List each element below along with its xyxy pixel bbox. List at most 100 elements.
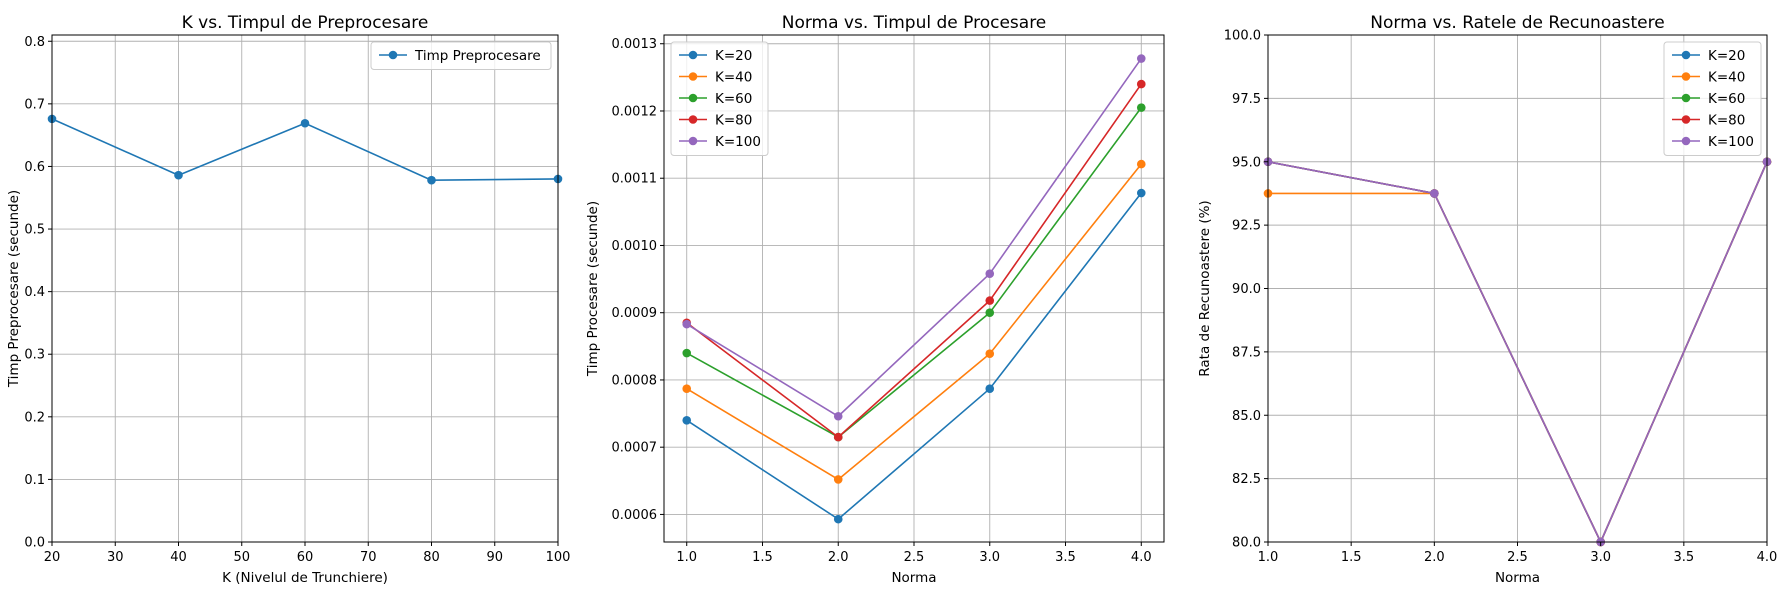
x-tick-label: 1.5 [752,550,773,565]
data-point [427,175,436,185]
y-tick-label: 80.0 [1232,536,1261,551]
data-point [682,415,692,425]
legend-label: K=20 [715,48,752,64]
y-tick-label: 100.0 [1224,29,1261,44]
y-tick-label: 0.0013 [612,37,658,52]
plot-data [47,114,563,185]
y-tick-label: 0.0 [24,536,45,551]
y-tick-label: 0.3 [24,348,45,363]
legend-label: K=80 [715,112,752,128]
legend-box [370,41,552,70]
y-axis-label: Timp Procesare (secunde) [585,201,601,377]
y-tick-label: 0.6 [24,160,45,175]
x-tick-label: 4.0 [1757,550,1778,565]
data-point [1430,189,1439,198]
y-tick-label: 0.1 [24,473,45,488]
x-tick-label: 2.5 [1507,550,1528,565]
legend-swatch-marker [688,93,698,103]
y-tick-label: 97.5 [1232,92,1261,107]
data-point [833,475,843,484]
legend-label: K=40 [715,69,752,85]
data-point [174,170,183,180]
x-tick-label: 80 [423,550,440,565]
x-tick-label: 60 [297,550,314,565]
legend-label: K=20 [1708,48,1745,64]
data-point [1136,79,1146,89]
data-point [985,308,995,318]
legend-label: K=60 [1708,91,1745,107]
data-point [985,296,995,305]
x-tick-label: 2.5 [904,550,925,565]
y-axis-label: Timp Preprocesare (secunde) [6,190,22,388]
y-tick-label: 87.5 [1232,345,1261,360]
y-tick-label: 0.0012 [612,104,658,119]
x-tick-label: 1.0 [676,550,697,565]
grid [51,35,559,543]
data-point [833,411,843,421]
x-tick-label: 20 [44,550,61,565]
series-line-3 [686,107,1142,438]
data-point [1136,103,1146,112]
y-tick-label: 92.5 [1232,219,1261,234]
y-tick-label: 0.4 [24,285,45,300]
chart-title: Norma vs. Ratele de Recunoastere [1370,13,1664,33]
legend-swatch-marker [1681,50,1691,60]
chart-title: Norma vs. Timpul de Procesare [782,13,1047,33]
x-tick-label: 50 [233,550,250,565]
y-tick-label: 0.0007 [612,441,658,456]
data-point [985,269,995,279]
x-tick-label: 90 [486,550,503,565]
y-tick-label: 82.5 [1232,472,1261,487]
y-tick-label: 85.0 [1232,409,1261,424]
data-point [682,384,692,393]
x-tick-label: 3.0 [1590,550,1611,565]
x-tick-label: 70 [360,550,377,565]
legend: K=20 K=40 K=60 K=80 K=100 [1663,41,1762,156]
data-point [1136,159,1146,169]
data-point [682,319,692,329]
legend-label: K=80 [1708,112,1745,128]
plot-data [1263,157,1772,547]
series-line-5 [686,58,1142,418]
series-line-1 [686,192,1142,520]
legend-swatch-marker [688,50,698,60]
legend-swatch-marker [1681,72,1691,81]
legend-label: Timp Preprocesare [414,48,541,64]
legend-swatch-marker [1681,115,1691,124]
y-tick-label: 0.0008 [612,373,658,388]
data-point [833,432,843,442]
x-tick-label: 100 [546,550,571,565]
chart-panel-3: 1.0 1.5 2.0 2.5 3.0 3.5 4.0 80.0 82.5 85.0 87.5 90.… [1197,13,1777,586]
series-line-5 [1267,160,1768,543]
legend-swatch-marker [388,50,398,60]
x-tick-label: 30 [107,550,124,565]
legend-swatch-marker [1681,93,1691,103]
legend-label: K=100 [1708,134,1754,150]
y-tick-label: 0.2 [24,410,45,425]
x-axis-label: Norma [1495,570,1540,586]
chart-panel-1: 20 30 40 50 60 70 80 90 100 0.0 0.1 0.2 0.3 0.4 0.5 0.6… [6,13,570,586]
plot-data [682,54,1146,524]
x-tick-label: 40 [170,550,187,565]
x-axis-label: Norma [891,570,936,586]
legend: K=20 K=40 K=60 K=80 K=100 [670,41,769,156]
y-tick-label: 0.0011 [612,172,658,187]
series-line-2 [686,163,1142,481]
legend-label: K=100 [715,134,761,150]
y-tick-label: 95.0 [1232,155,1261,170]
legend-swatch-marker [688,72,698,81]
data-point [1136,54,1146,63]
y-axis-label: Rata de Recunoastere (%) [1197,200,1213,376]
y-tick-label: 0.0006 [612,508,658,523]
x-tick-label: 1.5 [1341,550,1362,565]
y-tick-label: 0.7 [24,97,45,112]
data-point [833,514,843,524]
chart-title: K vs. Timpul de Preprocesare [182,13,429,33]
x-tick-label: 3.0 [979,550,1000,565]
y-tick-label: 90.0 [1232,282,1261,297]
y-tick-label: 0.5 [24,223,45,238]
legend-swatch-marker [688,115,698,124]
legend: Timp Preprocesare [370,41,552,70]
data-point [985,349,995,359]
